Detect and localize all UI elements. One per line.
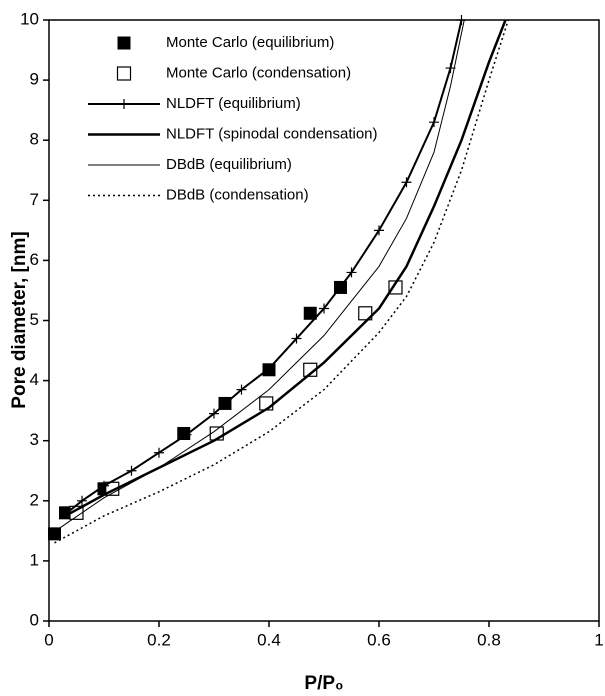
y-tick-label: 1 (30, 550, 39, 569)
legend-label: NLDFT (equilibrium) (166, 95, 301, 112)
y-axis-title: Pore diameter, [nm] (9, 231, 30, 408)
y-tick-label: 8 (30, 130, 39, 149)
marker (346, 267, 357, 278)
marker (429, 117, 439, 128)
y-tick-label: 7 (30, 190, 39, 209)
marker (291, 333, 302, 344)
marker (181, 429, 192, 440)
marker (126, 465, 137, 476)
x-tick-label: 0.6 (367, 630, 391, 649)
y-tick-label: 4 (30, 370, 39, 389)
marker (319, 303, 329, 314)
marker (388, 280, 403, 295)
legend-marker (117, 36, 131, 50)
y-tick-label: 9 (30, 70, 39, 89)
marker (456, 15, 467, 25)
x-tick-label: 1 (594, 630, 603, 649)
legend-marker (119, 99, 129, 109)
y-tick-label: 10 (20, 9, 39, 28)
y-tick-label: 6 (30, 250, 39, 269)
legend-label: Monte Carlo (equilibrium) (166, 34, 334, 51)
legend-marker (116, 66, 132, 81)
legend-label: Monte Carlo (condensation) (166, 64, 351, 81)
marker (358, 306, 373, 321)
marker (236, 384, 247, 395)
plot-frame (48, 19, 600, 622)
legend-label: DBdB (condensation) (166, 186, 309, 203)
marker (374, 225, 384, 236)
y-tick-label: 3 (30, 430, 39, 449)
x-tick-label: 0.2 (147, 630, 171, 649)
marker (154, 447, 164, 458)
marker (401, 177, 412, 188)
x-tick-label: 0.4 (257, 630, 281, 649)
marker (264, 363, 274, 374)
marker (209, 408, 219, 419)
y-tick-label: 2 (30, 490, 39, 509)
marker (99, 480, 109, 491)
x-tick-label: 0.8 (477, 630, 501, 649)
series-line (54, 19, 509, 544)
marker (303, 306, 317, 320)
legend-label: NLDFT (spinodal condensation) (166, 125, 378, 142)
x-axis-title: P/P₀ (304, 673, 343, 694)
y-tick-label: 5 (30, 310, 39, 329)
marker (77, 495, 87, 506)
y-tick-label: 0 (30, 610, 39, 629)
marker (48, 527, 61, 541)
x-tick-label: 0 (44, 630, 53, 649)
legend-label: DBdB (equilibrium) (166, 156, 292, 173)
series-line (59, 19, 465, 529)
